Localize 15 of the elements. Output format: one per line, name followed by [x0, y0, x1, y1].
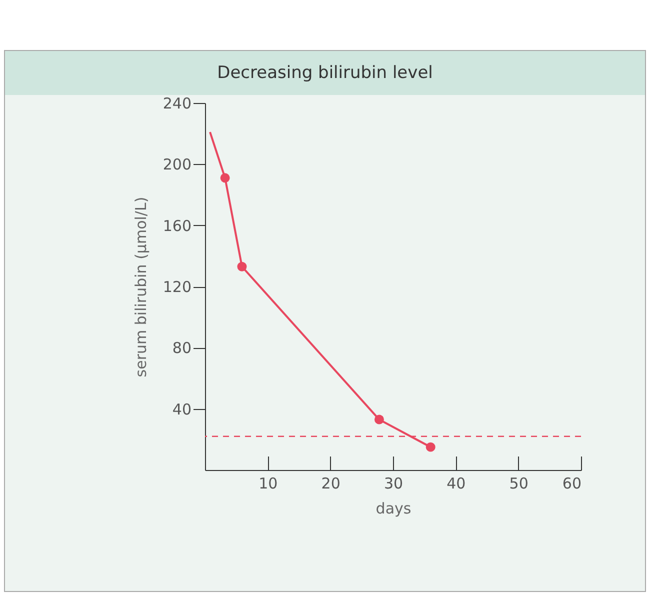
y-tick-label: 80 [172, 339, 192, 358]
x-tick-label: 60 [562, 474, 582, 492]
y-tick-label: 240 [162, 94, 192, 112]
x-tick-label: 20 [321, 474, 340, 492]
chart-title: Decreasing bilirubin level [5, 51, 645, 95]
y-tick-label: 160 [162, 216, 192, 235]
x-tick-label: 50 [509, 474, 528, 492]
x-tick-label: 10 [258, 474, 278, 492]
y-tick-label: 200 [162, 156, 192, 174]
x-tick-label: 30 [384, 474, 404, 492]
y-tick-label: 40 [172, 400, 192, 418]
y-tick-label: 120 [162, 278, 192, 296]
x-axis-title: days [376, 500, 412, 518]
y-axis-title: serum bilirubin (µmol/L) [132, 196, 150, 378]
x-tick-label: 40 [446, 474, 466, 492]
